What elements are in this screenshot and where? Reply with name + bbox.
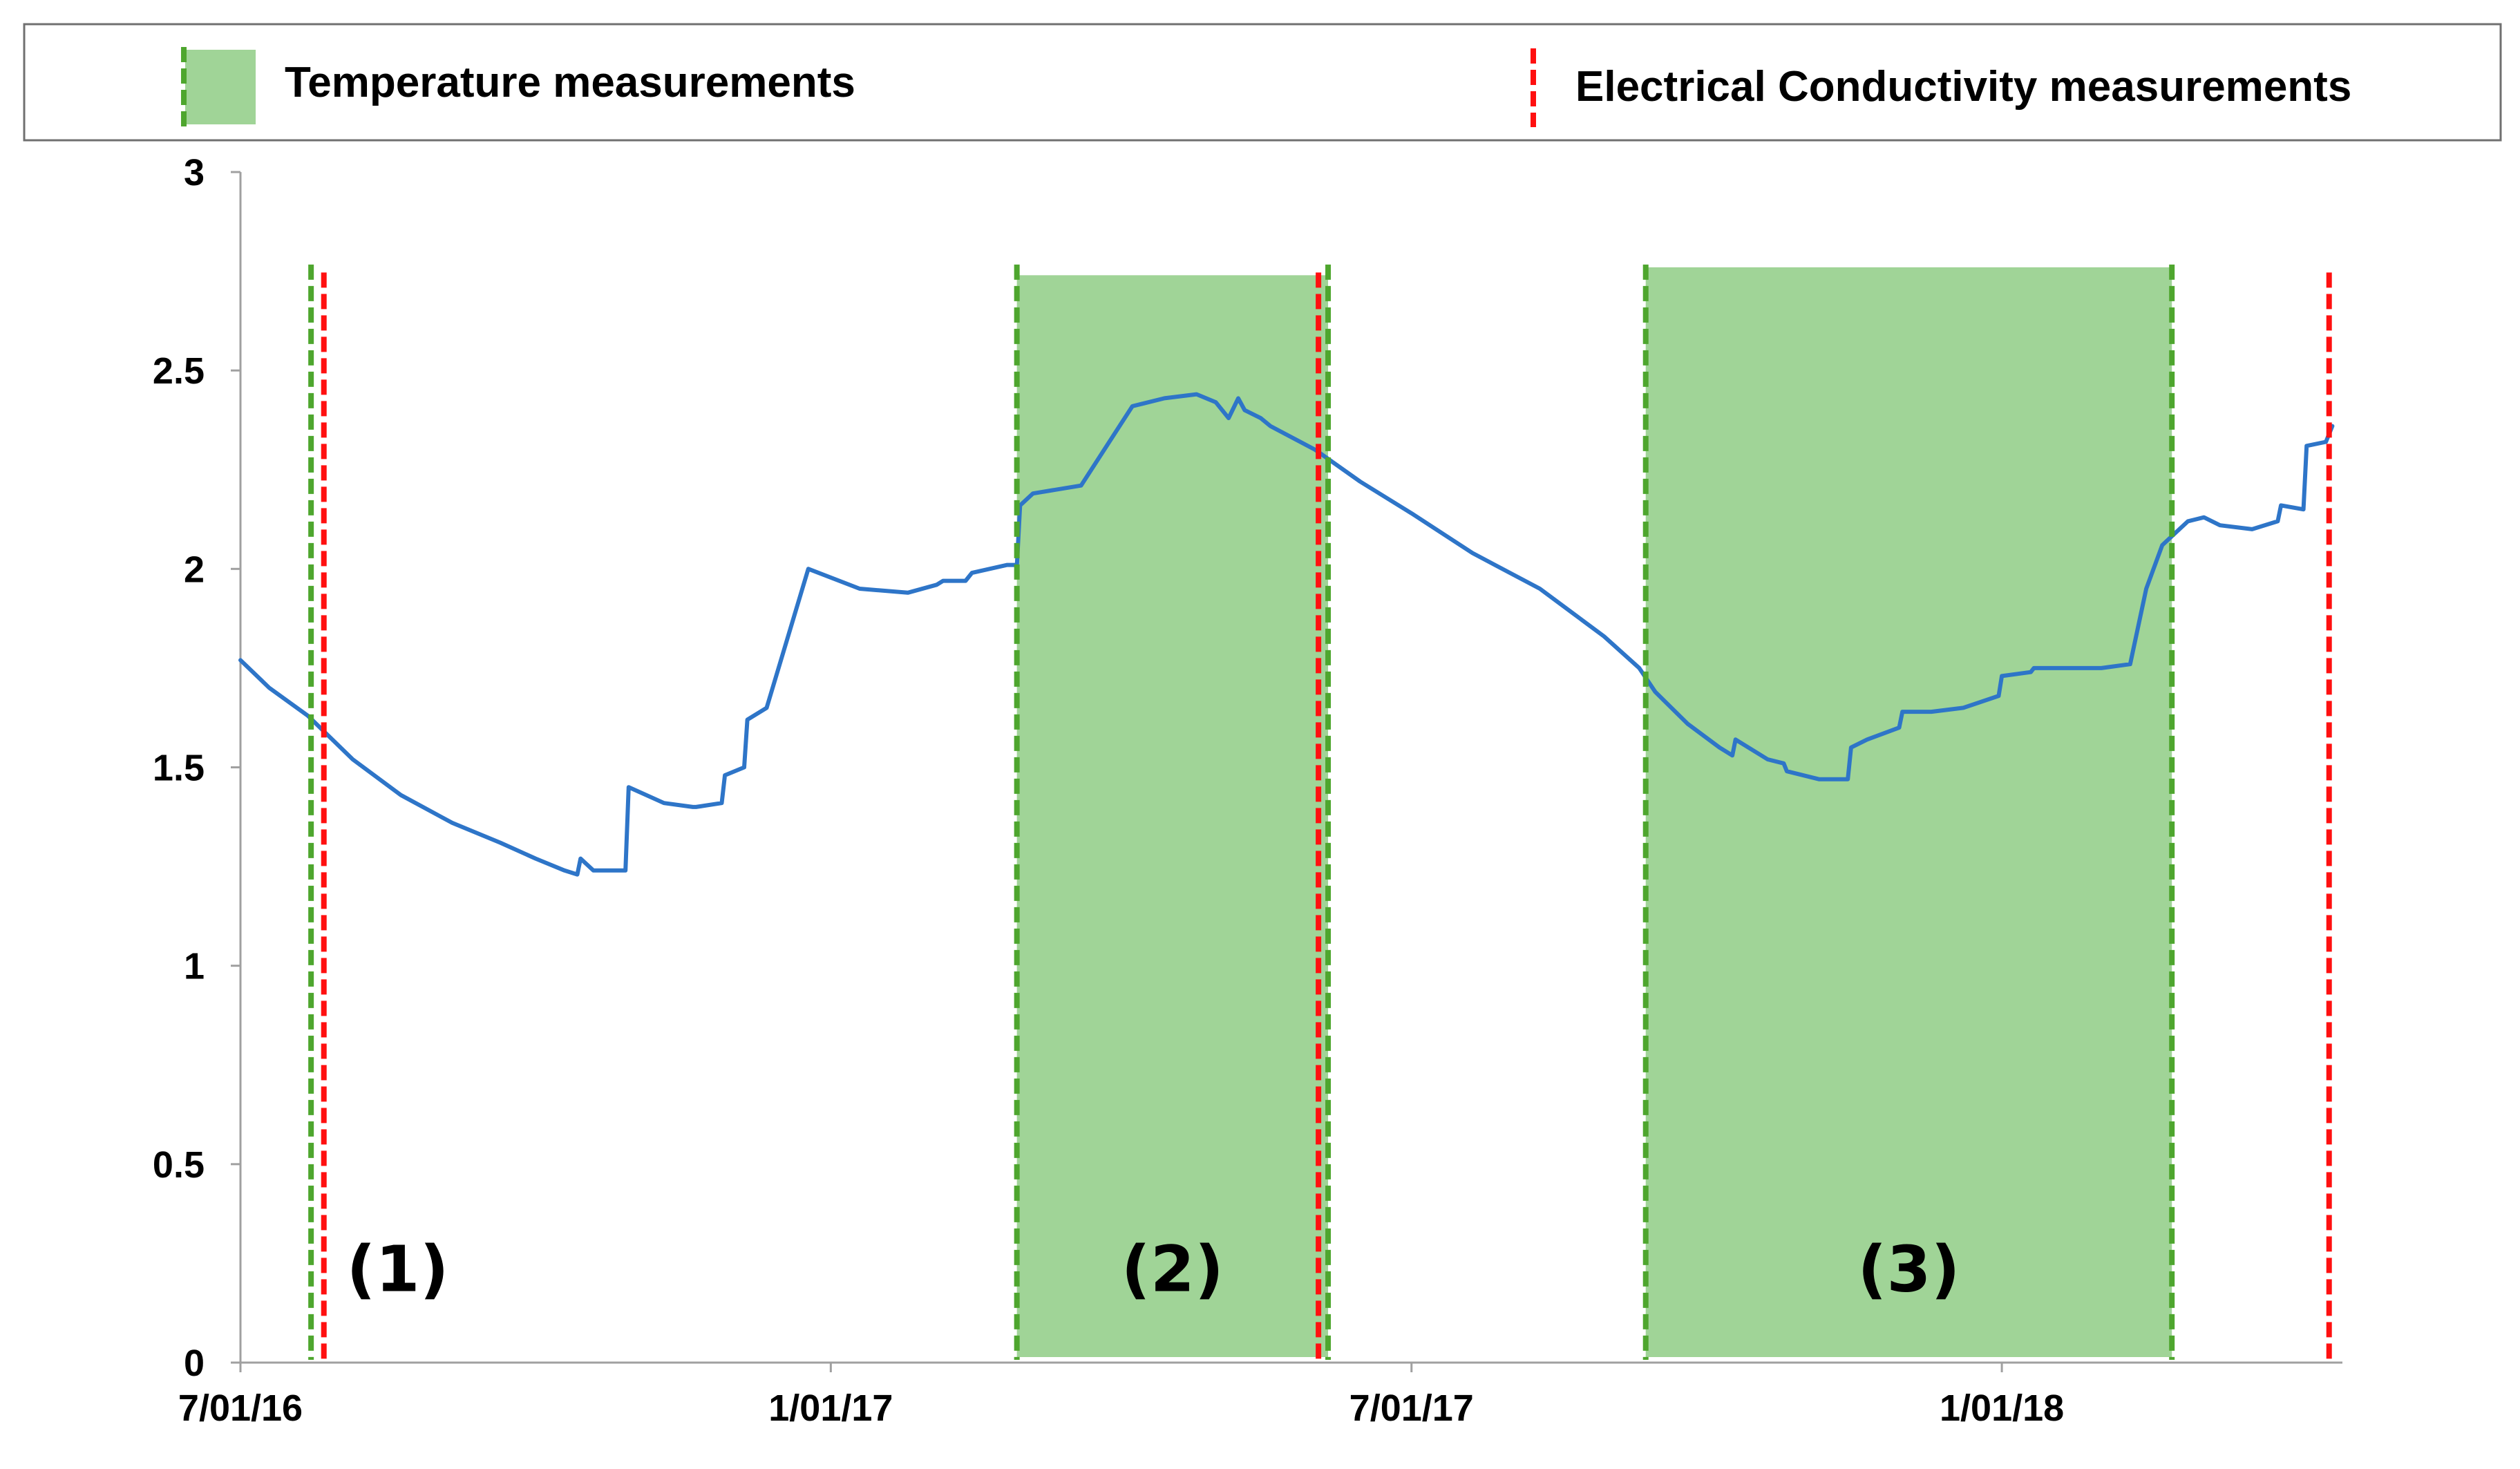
x-tick-label: 7/01/17 <box>1349 1387 1474 1429</box>
y-tick-label: 1 <box>184 946 205 987</box>
legend: Temperature measurements Electrical Cond… <box>23 23 2502 142</box>
y-tick-label: 2 <box>184 549 205 590</box>
legend-temperature-label: Temperature measurements <box>285 59 855 106</box>
data-series-line <box>238 392 2335 877</box>
y-tick-label: 0.5 <box>153 1144 205 1186</box>
region-label-3: (3) <box>1857 1233 1960 1307</box>
x-tick-label: 1/01/17 <box>768 1387 893 1429</box>
legend-box <box>23 23 2502 142</box>
y-tick-label: 0 <box>184 1343 205 1384</box>
temperature-fill-swatch <box>185 50 256 124</box>
y-tick-label: 2.5 <box>153 350 205 392</box>
temperature-period-3 <box>1645 267 2172 1358</box>
x-tick-label: 1/01/18 <box>1940 1387 2064 1429</box>
temperature-period-2 <box>1016 275 1329 1357</box>
y-tick-label: 1.5 <box>153 748 205 789</box>
plot-area: 0 0.5 1 1.5 2 2.5 3 7/01/16 1/01/17 7/01/17 1/01/1… <box>153 152 2342 1429</box>
y-tick-label: 3 <box>184 152 205 193</box>
x-tick-label: 7/01/16 <box>178 1387 303 1429</box>
legend-ec-label: Electrical Conductivity measurements <box>1575 63 2351 111</box>
legend-temperature-swatch <box>181 47 256 127</box>
region-label-2: (2) <box>1121 1233 1224 1307</box>
region-label-1: (1) <box>346 1233 448 1307</box>
